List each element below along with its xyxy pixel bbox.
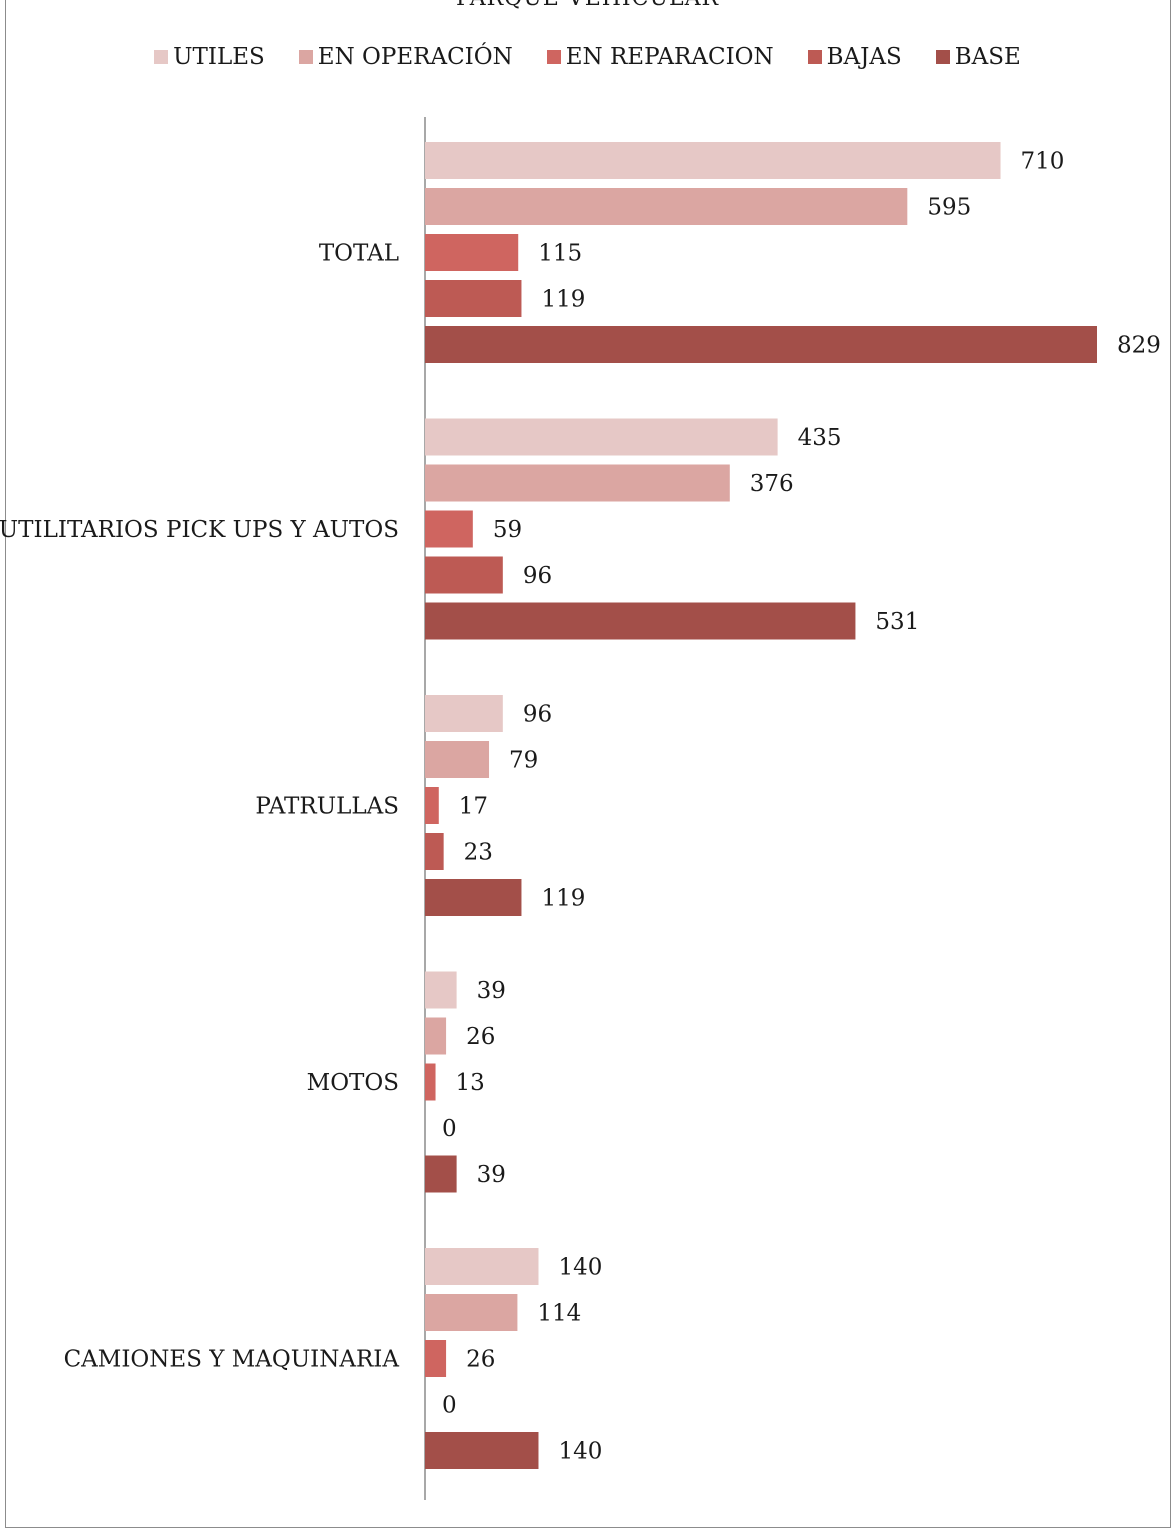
- bar: [425, 188, 908, 225]
- data-label: 119: [541, 287, 585, 313]
- data-label: 0: [442, 1116, 457, 1142]
- chart-title: PARQUE VEHICULAR: [0, 0, 1175, 11]
- data-label: 114: [537, 1301, 581, 1327]
- data-label: 96: [523, 563, 552, 589]
- legend-label: BASE: [954, 44, 1021, 70]
- data-label: 595: [927, 195, 971, 221]
- data-label: 710: [1021, 149, 1065, 175]
- legend-swatch: [546, 50, 561, 64]
- legend-item: EN OPERACIÓN: [298, 44, 513, 70]
- bar: [425, 602, 856, 640]
- legend-label: BAJAS: [826, 44, 902, 70]
- bar: [425, 787, 439, 824]
- bar: [425, 280, 522, 317]
- legend-label: EN OPERACIÓN: [317, 44, 513, 70]
- bar: [425, 510, 473, 548]
- bar: [425, 1063, 436, 1101]
- bar: [425, 1017, 447, 1055]
- data-label: 376: [750, 471, 794, 497]
- data-label: 0: [442, 1393, 457, 1419]
- category-label: TOTAL: [319, 241, 399, 267]
- data-label: 96: [523, 702, 552, 728]
- data-label: 26: [466, 1347, 495, 1373]
- legend-swatch: [807, 50, 822, 64]
- bar: [425, 556, 503, 594]
- bar: [425, 418, 778, 456]
- bar: [425, 326, 1097, 363]
- category-label: CAMIONES Y MAQUINARIA: [64, 1347, 400, 1373]
- bar: [425, 833, 444, 870]
- legend-label: EN REPARACION: [565, 44, 774, 70]
- data-label: 140: [558, 1255, 602, 1281]
- legend-swatch: [154, 50, 169, 64]
- data-label: 435: [798, 425, 842, 451]
- bar: [425, 142, 1001, 179]
- data-label: 23: [464, 840, 493, 866]
- data-label: 119: [541, 886, 585, 912]
- data-label: 140: [558, 1439, 602, 1465]
- data-label: 39: [477, 978, 506, 1004]
- bar: [425, 879, 522, 916]
- bar: [425, 1248, 539, 1285]
- data-label: 13: [456, 1070, 485, 1096]
- data-label: 26: [466, 1024, 495, 1050]
- bar: [425, 234, 519, 271]
- chart-frame: [5, 0, 1171, 1528]
- bar: [425, 1432, 539, 1469]
- category-label: MOTOS: [307, 1070, 399, 1096]
- bar: [425, 1294, 518, 1331]
- bar: [425, 464, 730, 502]
- data-label: 79: [509, 748, 538, 774]
- data-label: 17: [459, 794, 488, 820]
- legend-item: BASE: [935, 44, 1021, 70]
- data-label: 531: [875, 609, 919, 635]
- bar: [425, 1155, 457, 1193]
- legend-label: UTILES: [173, 44, 265, 70]
- legend-swatch: [935, 50, 950, 64]
- legend-swatch: [298, 50, 313, 64]
- category-label: UTILITARIOS PICK UPS Y AUTOS: [0, 517, 399, 543]
- legend-item: EN REPARACION: [546, 44, 774, 70]
- data-label: 829: [1117, 333, 1161, 359]
- legend: UTILES EN OPERACIÓN EN REPARACION BAJAS BASE: [0, 40, 1175, 74]
- bar: [425, 741, 490, 778]
- bar: [425, 971, 457, 1009]
- data-label: 59: [493, 517, 522, 543]
- bar: [425, 695, 503, 732]
- category-label: PATRULLAS: [255, 794, 399, 820]
- data-label: 39: [477, 1162, 506, 1188]
- bar: [425, 1340, 447, 1377]
- data-label: 115: [538, 241, 582, 267]
- legend-item: BAJAS: [807, 44, 902, 70]
- legend-item: UTILES: [154, 44, 265, 70]
